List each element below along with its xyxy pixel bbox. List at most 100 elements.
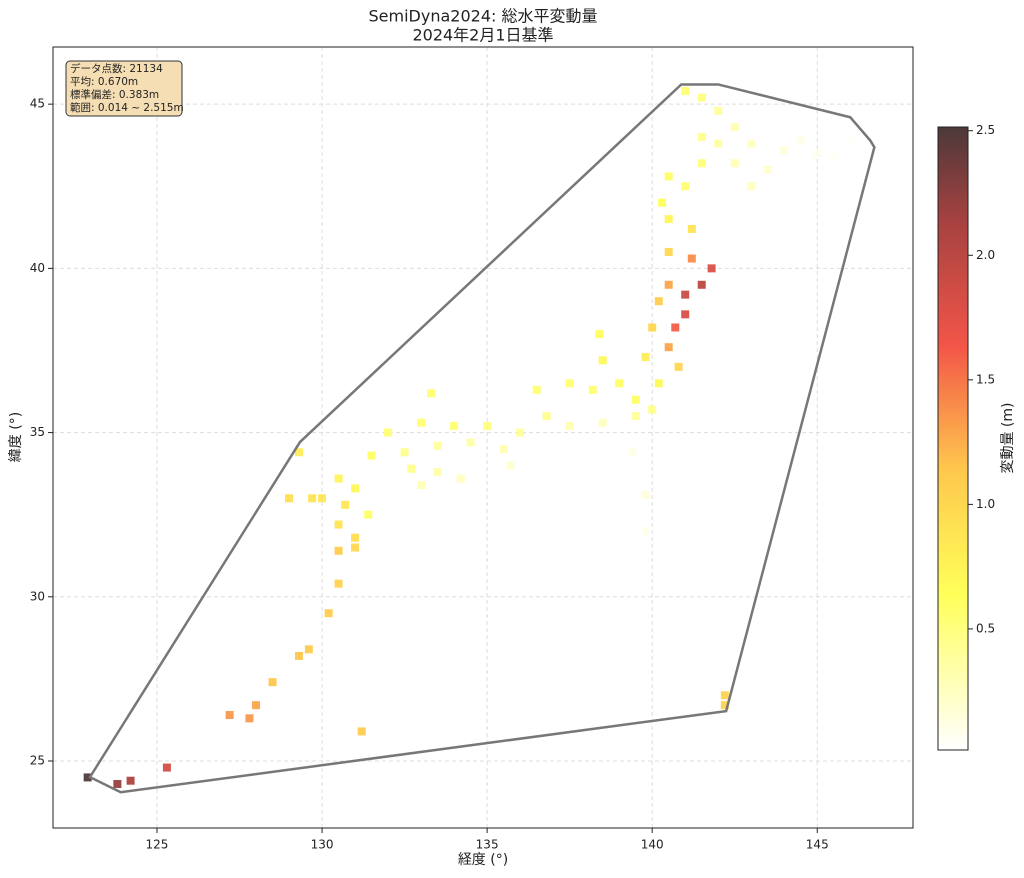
convex-hull	[88, 83, 876, 794]
data-point	[294, 651, 303, 660]
data-point	[407, 464, 416, 473]
data-point	[245, 714, 254, 723]
data-point	[697, 93, 706, 102]
data-point	[268, 678, 277, 687]
data-point	[506, 461, 515, 470]
data-point	[697, 132, 706, 141]
y-tick-label: 40	[30, 261, 45, 275]
data-point	[126, 776, 135, 785]
data-point	[687, 254, 696, 263]
data-point	[364, 510, 373, 519]
data-point	[433, 467, 442, 476]
x-tick-label: 140	[641, 838, 664, 852]
data-point	[631, 412, 640, 421]
data-point	[384, 428, 393, 437]
x-axis-label: 経度 (°)	[458, 852, 508, 868]
data-point	[796, 136, 805, 145]
colorbar-tick-label: 1.0	[976, 497, 995, 511]
data-point	[681, 182, 690, 191]
data-point	[499, 444, 508, 453]
data-point	[483, 422, 492, 431]
data-point	[427, 389, 436, 398]
stats-text: データ点数: 21134	[70, 62, 163, 75]
data-point	[674, 362, 683, 371]
stats-text: 平均: 0.670m	[70, 75, 138, 88]
stats-text: 標準偏差: 0.383m	[70, 88, 159, 101]
data-point	[654, 297, 663, 306]
data-point	[631, 395, 640, 404]
data-point	[664, 247, 673, 256]
chart-subtitle: 2024年2月1日基準	[412, 26, 553, 45]
x-tick-label: 145	[806, 838, 829, 852]
data-point	[324, 609, 333, 618]
x-tick-label: 125	[146, 838, 169, 852]
data-point	[714, 139, 723, 148]
data-point	[588, 385, 597, 394]
data-point	[780, 146, 789, 155]
data-point	[697, 280, 706, 289]
data-point	[648, 405, 657, 414]
stats-text: 範囲: 0.014 ~ 2.515m	[70, 101, 184, 114]
x-tick-label: 130	[311, 838, 334, 852]
data-point	[334, 474, 343, 483]
data-point	[664, 343, 673, 352]
colorbar-tick-label: 1.5	[976, 372, 995, 386]
data-point	[714, 106, 723, 115]
data-point	[720, 691, 729, 700]
data-point	[846, 132, 855, 141]
data-point	[357, 727, 366, 736]
data-point	[654, 379, 663, 388]
data-point	[83, 773, 92, 782]
plot-frame	[52, 46, 914, 829]
data-point	[595, 330, 604, 339]
data-point	[730, 123, 739, 132]
data-point	[565, 379, 574, 388]
data-point	[598, 418, 607, 427]
y-tick-label: 30	[30, 589, 45, 603]
data-point	[641, 527, 650, 536]
data-point	[532, 385, 541, 394]
y-tick-label: 25	[30, 754, 45, 768]
colorbar	[937, 126, 969, 751]
data-point	[641, 490, 650, 499]
data-point	[308, 494, 317, 503]
data-point	[318, 494, 327, 503]
data-point	[628, 448, 637, 457]
data-point	[829, 152, 838, 161]
y-tick-label: 35	[30, 425, 45, 439]
data-point	[641, 353, 650, 362]
data-point	[697, 159, 706, 168]
data-point	[304, 645, 313, 654]
data-point	[113, 779, 122, 788]
data-point	[648, 323, 657, 332]
data-point	[351, 543, 360, 552]
y-axis-label: 緯度 (°)	[8, 412, 24, 462]
data-point	[681, 310, 690, 319]
data-point	[466, 438, 475, 447]
data-point	[763, 165, 772, 174]
data-point	[681, 87, 690, 96]
data-point	[671, 323, 680, 332]
colorbar-label: 変動量 (m)	[1000, 402, 1016, 473]
x-tick-label: 135	[476, 838, 499, 852]
data-point	[707, 264, 716, 273]
data-point	[367, 451, 376, 460]
data-point	[664, 172, 673, 181]
data-point	[664, 215, 673, 224]
data-point	[720, 701, 729, 710]
data-point	[450, 422, 459, 431]
data-point	[516, 428, 525, 437]
data-point	[813, 149, 822, 158]
data-point	[747, 139, 756, 148]
data-point	[730, 159, 739, 168]
data-point	[565, 422, 574, 431]
data-point	[294, 448, 303, 457]
data-point	[351, 484, 360, 493]
colorbar-tick-label: 0.5	[976, 621, 995, 635]
colorbar-tick-label: 2.0	[976, 248, 995, 262]
data-point	[664, 280, 673, 289]
data-point	[417, 481, 426, 490]
data-point	[681, 290, 690, 299]
